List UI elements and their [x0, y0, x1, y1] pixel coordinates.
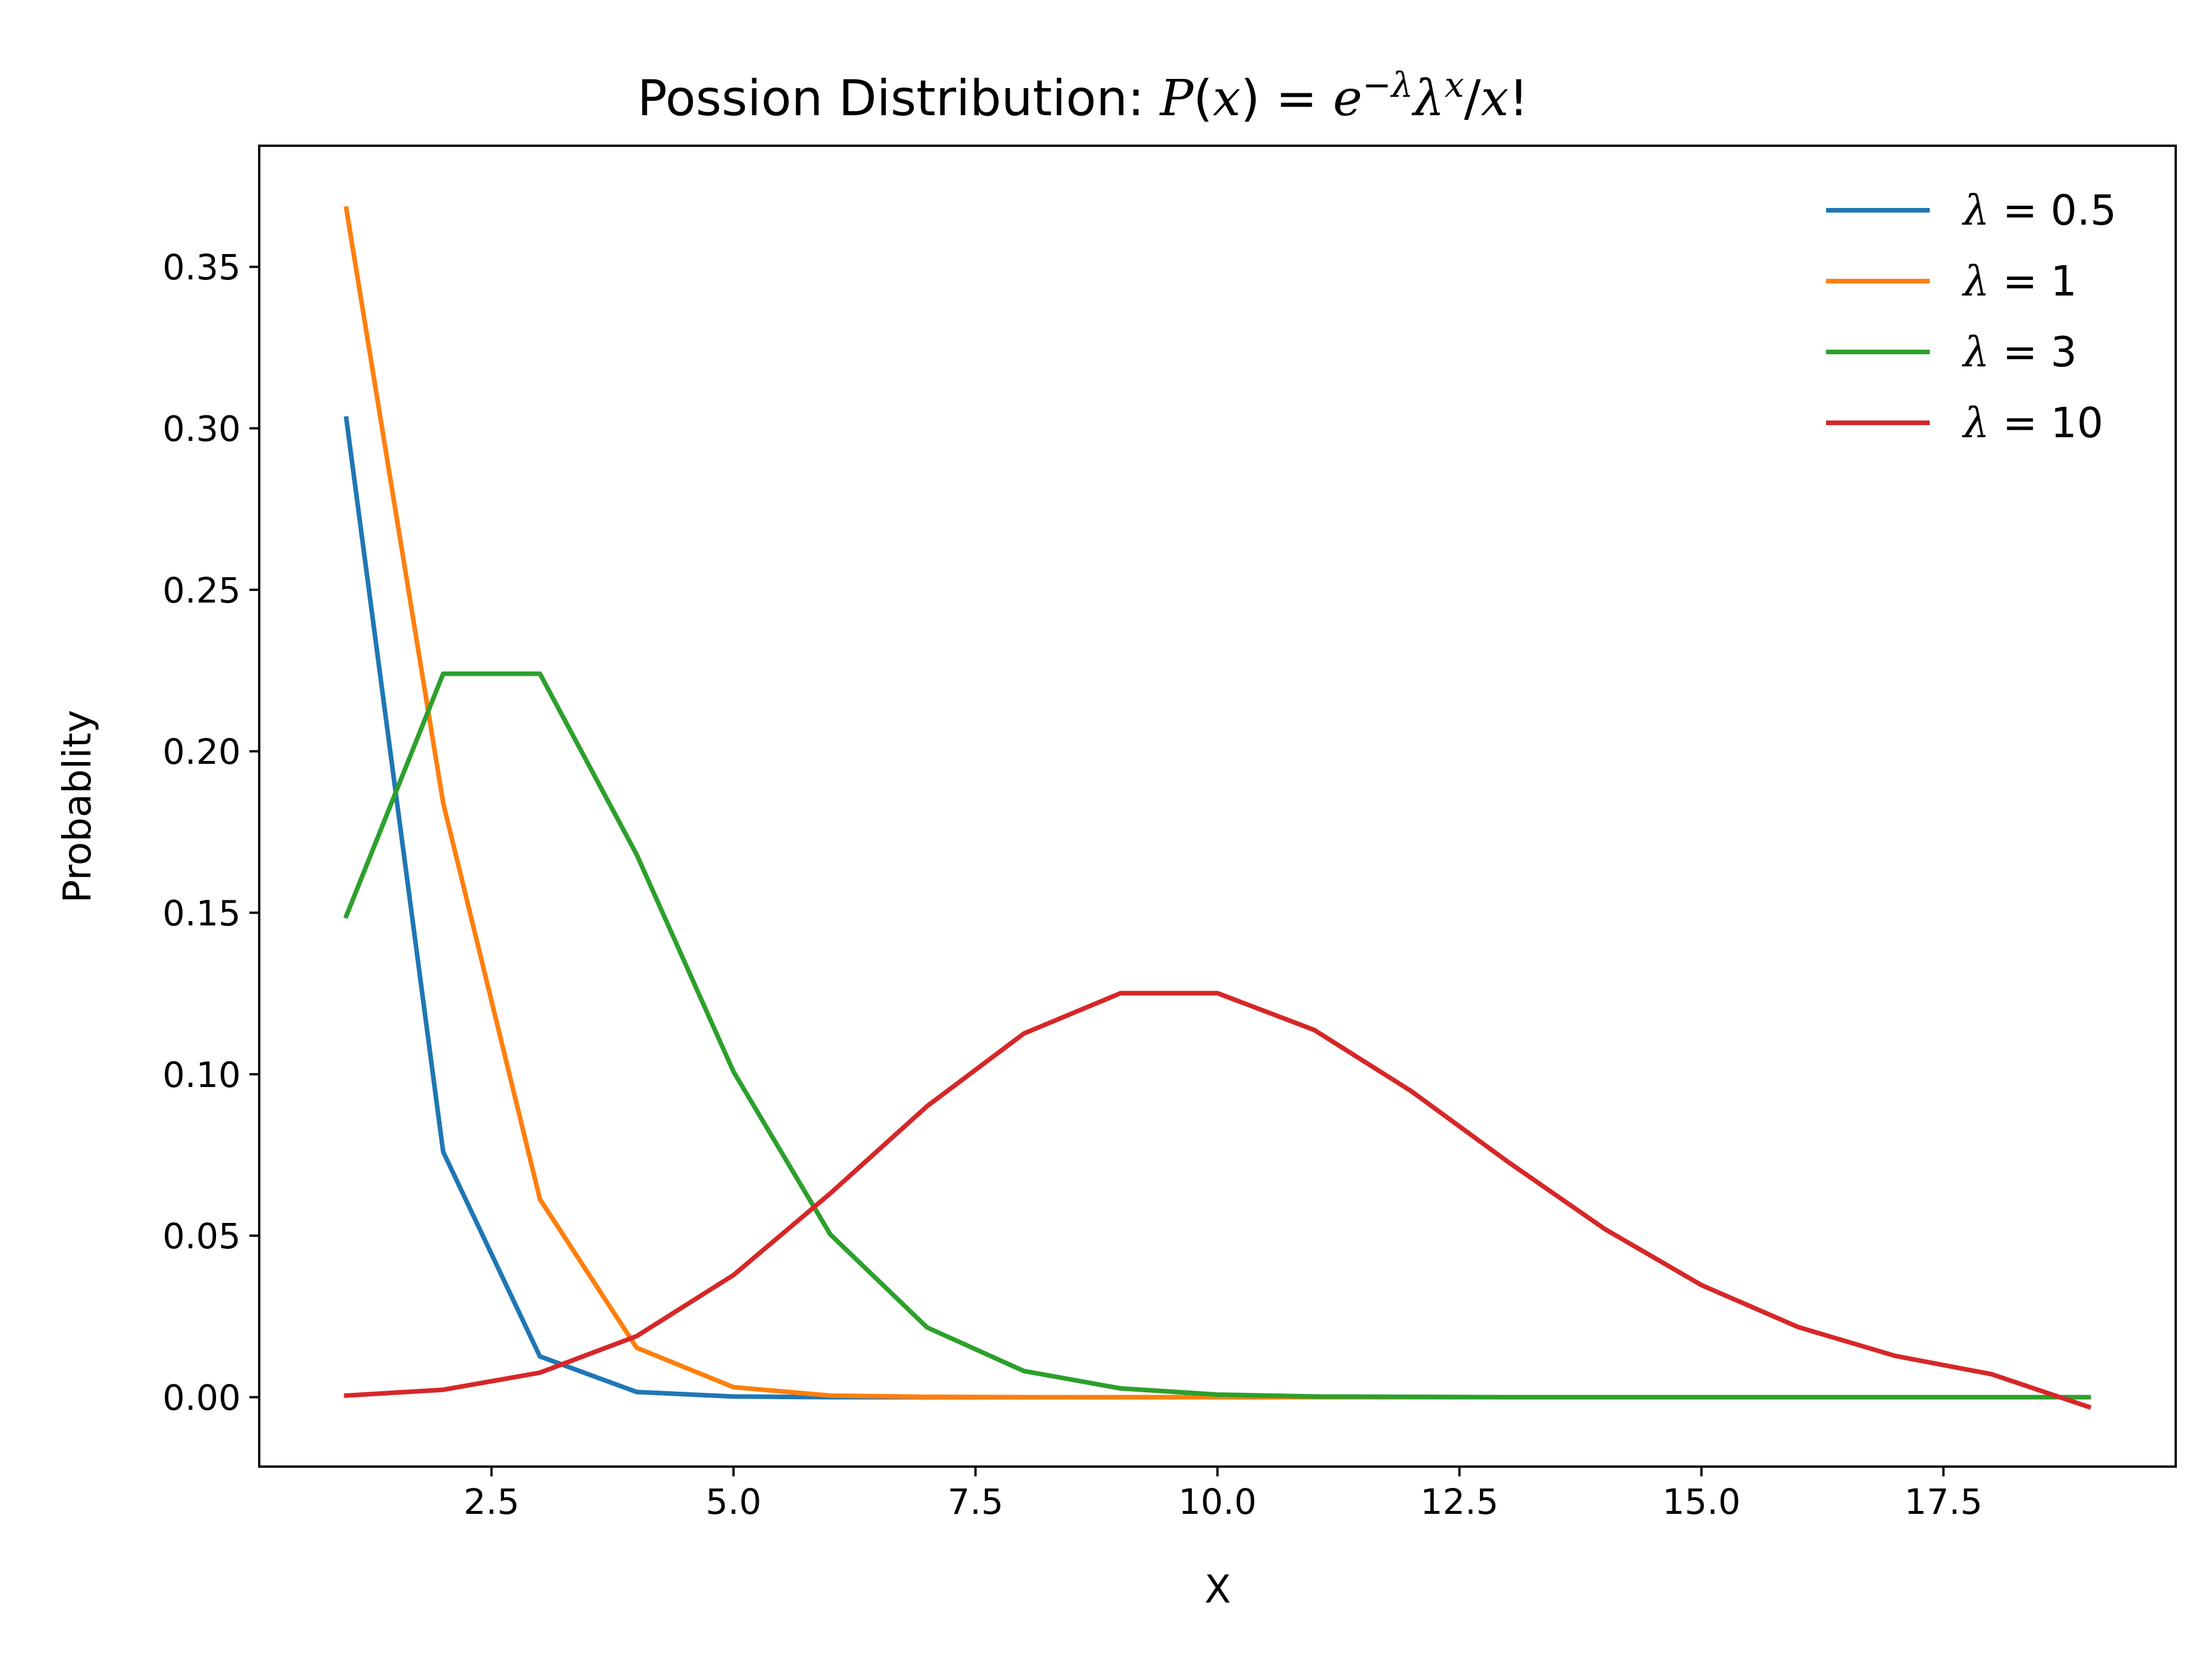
x-tick-label: 12.5	[1421, 1482, 1499, 1522]
title-bang: !	[1509, 70, 1528, 127]
title-x: x	[1213, 70, 1241, 127]
title-prefix: Possion Distribution:	[637, 70, 1160, 127]
title-exp-neg: −	[1362, 65, 1391, 105]
legend-lambda: λ	[1961, 257, 1990, 305]
x-tick-label: 17.5	[1904, 1482, 1983, 1522]
y-tick-label: 0.30	[162, 409, 241, 450]
legend-equals: =	[1990, 186, 2051, 234]
legend-equals: =	[1990, 328, 2051, 376]
title-equals: =	[1260, 70, 1333, 127]
y-tick-label: 0.00	[162, 1377, 241, 1418]
legend-label-3: λ = 10	[1961, 399, 2103, 447]
legend-lambda: λ	[1961, 328, 1990, 376]
y-tick-label: 0.25	[162, 570, 241, 611]
series-line-3	[343, 991, 2092, 1410]
title-exp-lambda: λ	[1390, 65, 1413, 105]
series-line-0	[343, 416, 2091, 1400]
x-axis-ticks: 2.5 5.0 7.5 10.0 12.5 15.0 17.5	[464, 1467, 1983, 1522]
x-tick-label: 15.0	[1662, 1482, 1741, 1522]
y-tick-label: 0.15	[162, 893, 241, 934]
y-tick-label: 0.10	[162, 1055, 241, 1096]
x-tick-label: 7.5	[948, 1482, 1003, 1522]
legend: λ = 0.5λ = 1λ = 3λ = 10	[1826, 186, 2116, 447]
legend-value: 1	[2051, 257, 2077, 305]
legend-value: 10	[2051, 399, 2104, 447]
title-slash: /	[1464, 70, 1481, 127]
y-tick-label: 0.35	[162, 247, 241, 288]
legend-equals: =	[1990, 399, 2051, 447]
x-axis-label: X	[1205, 1567, 1231, 1612]
axes-frame	[258, 145, 2177, 1468]
y-axis-ticks: 0.00 0.05 0.10 0.15 0.20 0.25 0.30 0.35	[162, 247, 259, 1418]
legend-lambda: λ	[1961, 186, 1990, 234]
title-x-factorial: x	[1481, 70, 1509, 127]
title-lambda: λ	[1411, 70, 1445, 127]
title-e: e	[1333, 70, 1362, 127]
title-P: P	[1159, 70, 1195, 127]
x-tick-label: 2.5	[464, 1482, 520, 1522]
x-tick-label: 5.0	[706, 1482, 762, 1522]
legend-label-2: λ = 3	[1961, 328, 2077, 376]
series-line-2	[343, 671, 2091, 1400]
x-tick-label: 10.0	[1179, 1482, 1257, 1522]
y-tick-label: 0.05	[162, 1216, 241, 1257]
legend-label-1: λ = 1	[1961, 257, 2077, 305]
series-layer	[343, 206, 2092, 1410]
y-tick-label: 0.20	[162, 732, 241, 772]
chart-title: Possion Distribution: P(x) = e−λλx/x!	[637, 65, 1528, 127]
legend-label-0: λ = 0.5	[1961, 186, 2116, 234]
title-close-paren: )	[1241, 70, 1260, 127]
legend-equals: =	[1990, 257, 2051, 305]
title-open-paren: (	[1194, 70, 1213, 127]
y-axis-label: Probablity	[55, 710, 100, 903]
title-exp-x: x	[1445, 65, 1464, 105]
legend-value: 3	[2051, 328, 2077, 376]
legend-lambda: λ	[1961, 399, 1990, 447]
legend-value: 0.5	[2051, 186, 2117, 234]
